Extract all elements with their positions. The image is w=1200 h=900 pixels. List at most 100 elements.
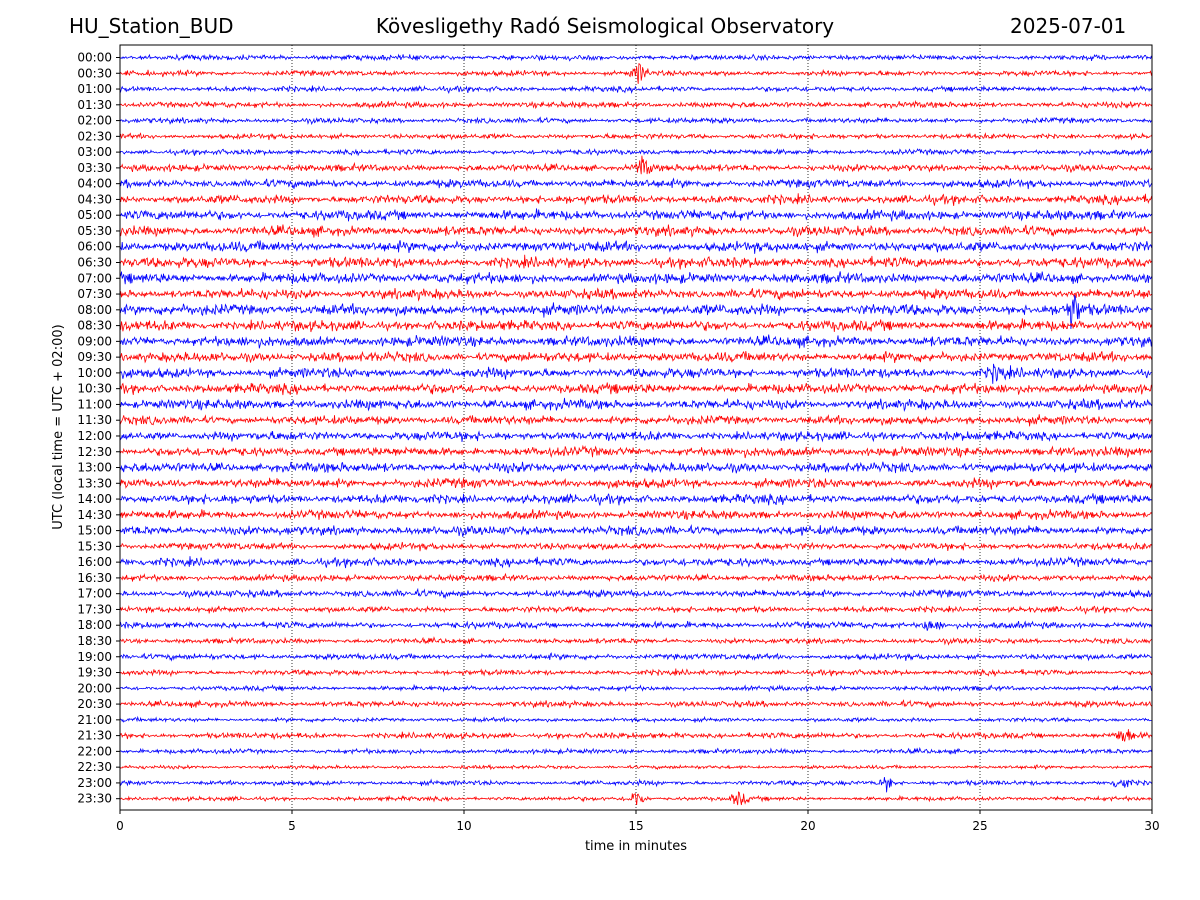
trace-1800 [119,620,1153,631]
y-tick-label: 08:30 [77,319,112,333]
trace-1400 [119,493,1153,506]
y-tick-label: 09:00 [77,334,112,348]
trace-2000 [119,683,1153,693]
y-tick-label: 01:00 [77,82,112,96]
trace-2230 [119,763,1153,771]
y-tick-label: 14:00 [77,492,112,506]
y-tick-label: 11:30 [77,413,112,427]
y-tick-label: 01:30 [77,98,112,112]
trace-0900 [119,334,1153,349]
trace-0430 [119,193,1153,206]
seismic-traces [119,53,1153,806]
x-tick-label: 30 [1144,819,1159,833]
trace-0600 [119,240,1153,254]
trace-0000 [119,53,1153,62]
trace-0300 [119,147,1153,157]
y-tick-label: 02:00 [77,114,112,128]
y-tick-label: 19:00 [77,650,112,664]
chart-date: 2025-07-01 [1010,14,1127,38]
trace-0930 [119,350,1153,364]
y-tick-label: 13:30 [77,476,112,490]
trace-0030 [119,63,1153,84]
y-tick-label: 20:00 [77,681,112,695]
trace-2300 [119,776,1153,793]
y-tick-label: 21:00 [77,713,112,727]
trace-1000 [119,363,1152,384]
y-tick-label: 15:00 [77,524,112,538]
y-tick-label: 07:30 [77,287,112,301]
trace-2330 [119,791,1153,806]
trace-0400 [119,177,1153,190]
trace-2100 [119,715,1153,724]
y-tick-label: 10:30 [77,382,112,396]
trace-0630 [119,254,1153,270]
y-tick-label: 05:00 [77,208,112,222]
x-tick-label: 5 [288,819,296,833]
y-tick-label: 23:30 [77,792,112,806]
y-tick-label: 00:00 [77,51,112,65]
y-tick-label: 07:00 [77,271,112,285]
trace-0130 [119,99,1153,110]
y-tick-label: 17:30 [77,602,112,616]
y-tick-label: 04:30 [77,192,112,206]
trace-0830 [119,318,1153,333]
y-tick-label: 16:00 [77,555,112,569]
x-tick-label: 10 [456,819,471,833]
x-tick-label: 20 [800,819,815,833]
y-tick-label: 03:00 [77,145,112,159]
y-tick-label: 02:30 [77,129,112,143]
y-tick-label: 16:30 [77,571,112,585]
trace-2130 [119,729,1153,742]
trace-1230 [119,444,1152,459]
trace-0530 [119,224,1153,239]
trace-1700 [119,587,1153,600]
y-tick-label: 03:30 [77,161,112,175]
y-tick-label: 12:00 [77,429,112,443]
trace-1100 [119,397,1153,413]
trace-1630 [120,572,1153,583]
trace-1200 [119,430,1153,443]
observatory-title: Kövesligethy Radó Seismological Observat… [375,14,835,38]
trace-0230 [119,132,1153,141]
trace-1730 [119,604,1153,615]
y-tick-label: 08:00 [77,303,112,317]
trace-0100 [119,84,1153,94]
station-name: HU_Station_BUD [69,14,234,38]
x-tick-label: 15 [628,819,643,833]
trace-1500 [119,524,1153,537]
y-tick-label: 19:30 [77,666,112,680]
trace-0200 [119,116,1153,126]
y-tick-label: 21:30 [77,729,112,743]
y-tick-label: 13:00 [77,461,112,475]
y-tick-label: 18:30 [77,634,112,648]
trace-0500 [119,208,1153,222]
y-tick-label: 14:30 [77,508,112,522]
y-tick-label: 05:30 [77,224,112,238]
trace-1930 [119,668,1153,678]
trace-1330 [119,477,1153,490]
x-axis-label: time in minutes [585,839,687,854]
grid-lines [291,45,981,810]
trace-0800 [119,295,1153,329]
y-tick-label: 04:00 [77,177,112,191]
y-tick-label: 11:00 [77,397,112,411]
y-tick-label: 10:00 [77,366,112,380]
y-tick-label: 12:30 [77,445,112,459]
y-axis-label: UTC (local time = UTC + 02:00) [51,324,66,529]
y-tick-label: 22:30 [77,760,112,774]
trace-0730 [119,287,1153,302]
y-tick-label: 23:00 [77,776,112,790]
y-tick-label: 17:00 [77,587,112,601]
trace-1830 [119,636,1153,646]
y-tick-label: 06:30 [77,256,112,270]
trace-1030 [119,382,1153,396]
trace-2030 [119,699,1153,709]
trace-0330 [119,155,1153,175]
y-tick-label: 09:30 [77,350,112,364]
y-tick-label: 22:00 [77,744,112,758]
trace-0700 [119,271,1153,285]
trace-2200 [119,746,1153,756]
y-tick-label: 20:30 [77,697,112,711]
